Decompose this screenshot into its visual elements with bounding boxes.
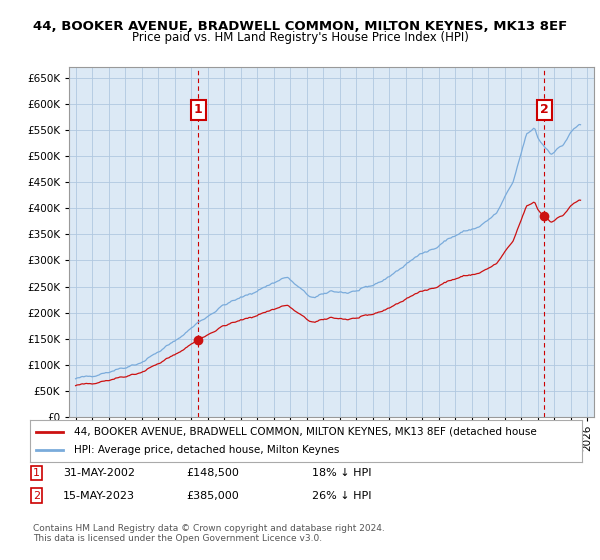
Text: £148,500: £148,500 [186, 468, 239, 478]
Text: 26% ↓ HPI: 26% ↓ HPI [312, 491, 371, 501]
Text: 2: 2 [539, 104, 548, 116]
Text: 44, BOOKER AVENUE, BRADWELL COMMON, MILTON KEYNES, MK13 8EF (detached house: 44, BOOKER AVENUE, BRADWELL COMMON, MILT… [74, 427, 537, 437]
Text: Contains HM Land Registry data © Crown copyright and database right 2024.
This d: Contains HM Land Registry data © Crown c… [33, 524, 385, 543]
Text: 15-MAY-2023: 15-MAY-2023 [63, 491, 135, 501]
Text: HPI: Average price, detached house, Milton Keynes: HPI: Average price, detached house, Milt… [74, 445, 340, 455]
Text: 44, BOOKER AVENUE, BRADWELL COMMON, MILTON KEYNES, MK13 8EF: 44, BOOKER AVENUE, BRADWELL COMMON, MILT… [33, 20, 567, 32]
Text: Price paid vs. HM Land Registry's House Price Index (HPI): Price paid vs. HM Land Registry's House … [131, 31, 469, 44]
Text: 1: 1 [33, 468, 40, 478]
Text: £385,000: £385,000 [186, 491, 239, 501]
Text: 18% ↓ HPI: 18% ↓ HPI [312, 468, 371, 478]
Text: 2: 2 [33, 491, 40, 501]
Text: 31-MAY-2002: 31-MAY-2002 [63, 468, 135, 478]
Text: 1: 1 [194, 104, 202, 116]
